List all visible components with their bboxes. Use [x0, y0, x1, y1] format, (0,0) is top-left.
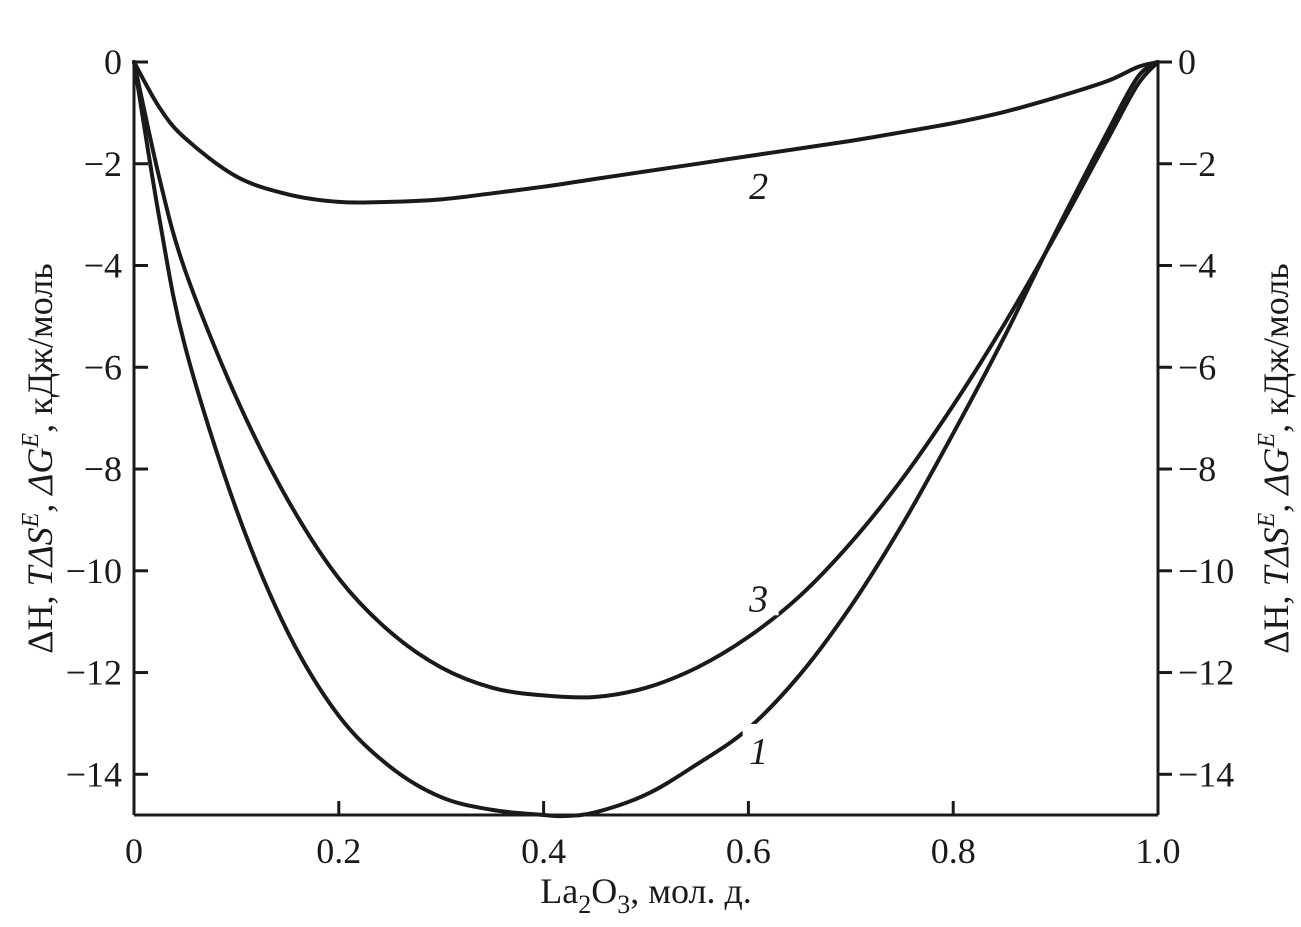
curve-label-3: 3 [748, 578, 768, 620]
y-axis-right-ticks: 0 −2 −4 −6 −8 −10 −12 −14 [1158, 42, 1234, 794]
y-tick-label-right: 0 [1178, 42, 1196, 82]
x-tick-label: 0 [125, 831, 143, 871]
y-axis-left-ticks: 0 −2 −4 −6 −8 −10 −12 −14 [66, 42, 148, 794]
x-tick-label: 0.2 [316, 831, 361, 871]
y-tick-label-right: −14 [1178, 754, 1234, 794]
x-tick-label: 0.8 [931, 831, 976, 871]
y-axis-title-left: ΔH, TΔSE, ΔGE, кДж/моль [18, 263, 60, 653]
curve-label-bg-2 [742, 159, 779, 204]
curve-label-2: 2 [749, 166, 768, 208]
x-axis-ticks: 0 0.2 0.4 0.6 0.8 1.0 [125, 801, 1181, 871]
y-tick-label-left: −4 [84, 246, 122, 286]
x-axis-title: La2O3, мол. д. [540, 871, 752, 919]
y-tick-label-right: −4 [1178, 246, 1216, 286]
curve-2 [132, 60, 1160, 205]
y-tick-label-left: −2 [84, 144, 122, 184]
y-axis-title-right: ΔH, TΔSE, ΔGE, кДж/моль [1254, 263, 1296, 653]
curve-label-bg-1 [742, 723, 779, 768]
y-tick-label-right: −6 [1178, 347, 1216, 387]
curve-label-1: 1 [749, 731, 768, 773]
y-tick-label-right: −2 [1178, 144, 1216, 184]
y-tick-label-left: −14 [66, 754, 122, 794]
axes-frame [132, 62, 1160, 817]
curve-label-bg-3 [742, 571, 779, 616]
y-tick-label-left: −6 [84, 347, 122, 387]
x-tick-label: 0.4 [521, 831, 566, 871]
y-tick-label-right: −8 [1178, 449, 1216, 489]
x-tick-label: 0.6 [726, 831, 771, 871]
y-tick-label-left: 0 [104, 42, 122, 82]
y-tick-label-left: −12 [66, 653, 122, 693]
curve-labels: 1 2 3 [742, 159, 779, 773]
curve-1 [132, 60, 1160, 819]
y-tick-label-right: −12 [1178, 653, 1234, 693]
x-tick-label: 1.0 [1136, 831, 1181, 871]
y-tick-label-left: −8 [84, 449, 122, 489]
y-tick-label-right: −10 [1178, 551, 1234, 591]
y-tick-label-left: −10 [66, 551, 122, 591]
curves [132, 60, 1160, 819]
curve-3 [132, 60, 1160, 700]
